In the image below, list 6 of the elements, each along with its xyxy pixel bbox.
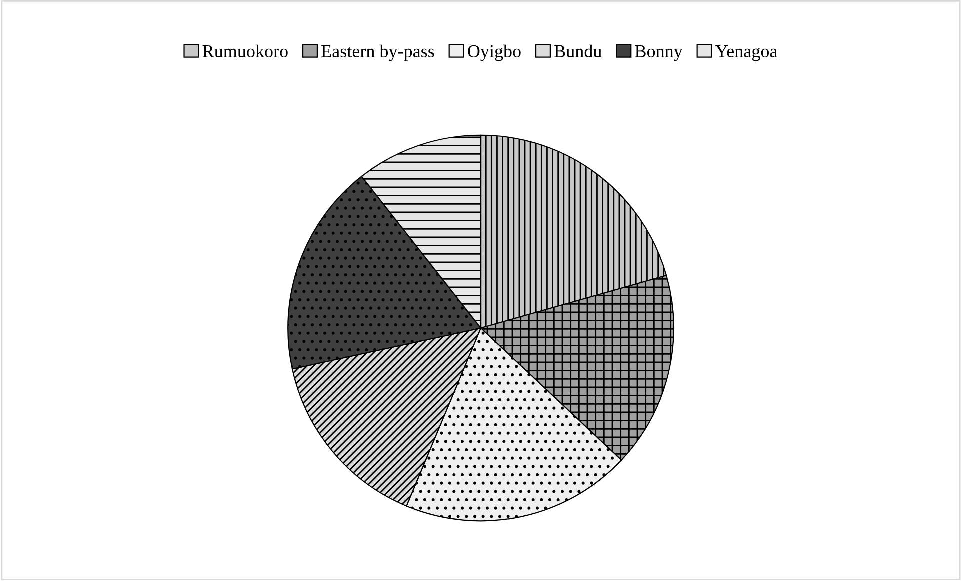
legend-label: Yenagoa bbox=[716, 46, 778, 62]
legend-label: Rumuokoro bbox=[202, 44, 288, 58]
legend-label: Eastern by-pass bbox=[322, 44, 434, 62]
legend-label: Bundu bbox=[554, 44, 602, 58]
legend-label: Oyigbo bbox=[468, 44, 521, 62]
legend-label: Bonny bbox=[635, 46, 683, 62]
